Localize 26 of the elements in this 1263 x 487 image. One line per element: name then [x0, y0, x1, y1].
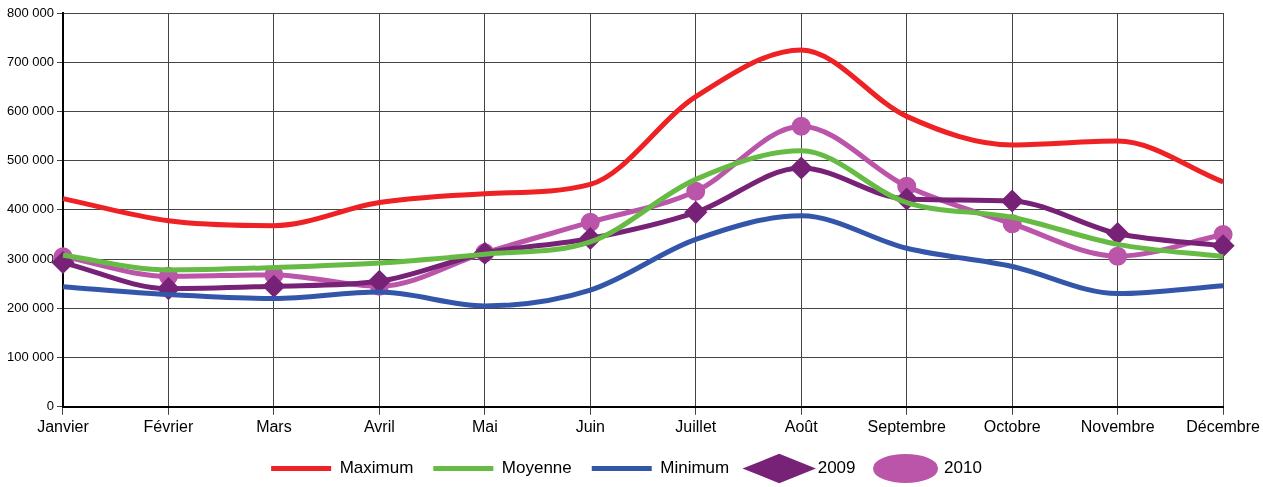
y-tick-label: 100 000 — [6, 349, 54, 365]
y-tick-label: 400 000 — [6, 201, 54, 217]
y-tick-label: 300 000 — [6, 250, 54, 266]
x-tick-label: Mars — [256, 417, 292, 435]
y-tick-label: 800 000 — [6, 4, 54, 20]
y-tick-label: 700 000 — [6, 53, 54, 69]
legend-label: Moyenne — [501, 458, 572, 478]
x-tick-label: Mai — [471, 417, 498, 435]
y-tick-label: 500 000 — [6, 152, 54, 168]
x-tick-label: Octobre — [983, 417, 1041, 435]
legend-label: 2009 — [817, 458, 856, 478]
y-tick-label: 0 — [46, 398, 54, 414]
x-tick-label: Février — [143, 417, 195, 435]
legend-label: Maximum — [339, 458, 414, 478]
x-tick-label: Septembre — [867, 417, 946, 435]
x-tick-label: Janvier — [37, 417, 90, 435]
x-tick-label: Août — [784, 417, 819, 435]
x-tick-label: Juillet — [675, 417, 717, 435]
legend-label: 2010 — [944, 458, 982, 478]
x-tick-label: Novembre — [1080, 417, 1155, 435]
x-tick-label: Avril — [363, 417, 395, 435]
x-tick-label: Décembre — [1186, 417, 1261, 435]
y-tick-label: 600 000 — [6, 103, 54, 119]
y-tick-label: 200 000 — [6, 299, 54, 315]
x-tick-label: Juin — [575, 417, 605, 435]
legend-label: Minimum — [660, 458, 730, 478]
